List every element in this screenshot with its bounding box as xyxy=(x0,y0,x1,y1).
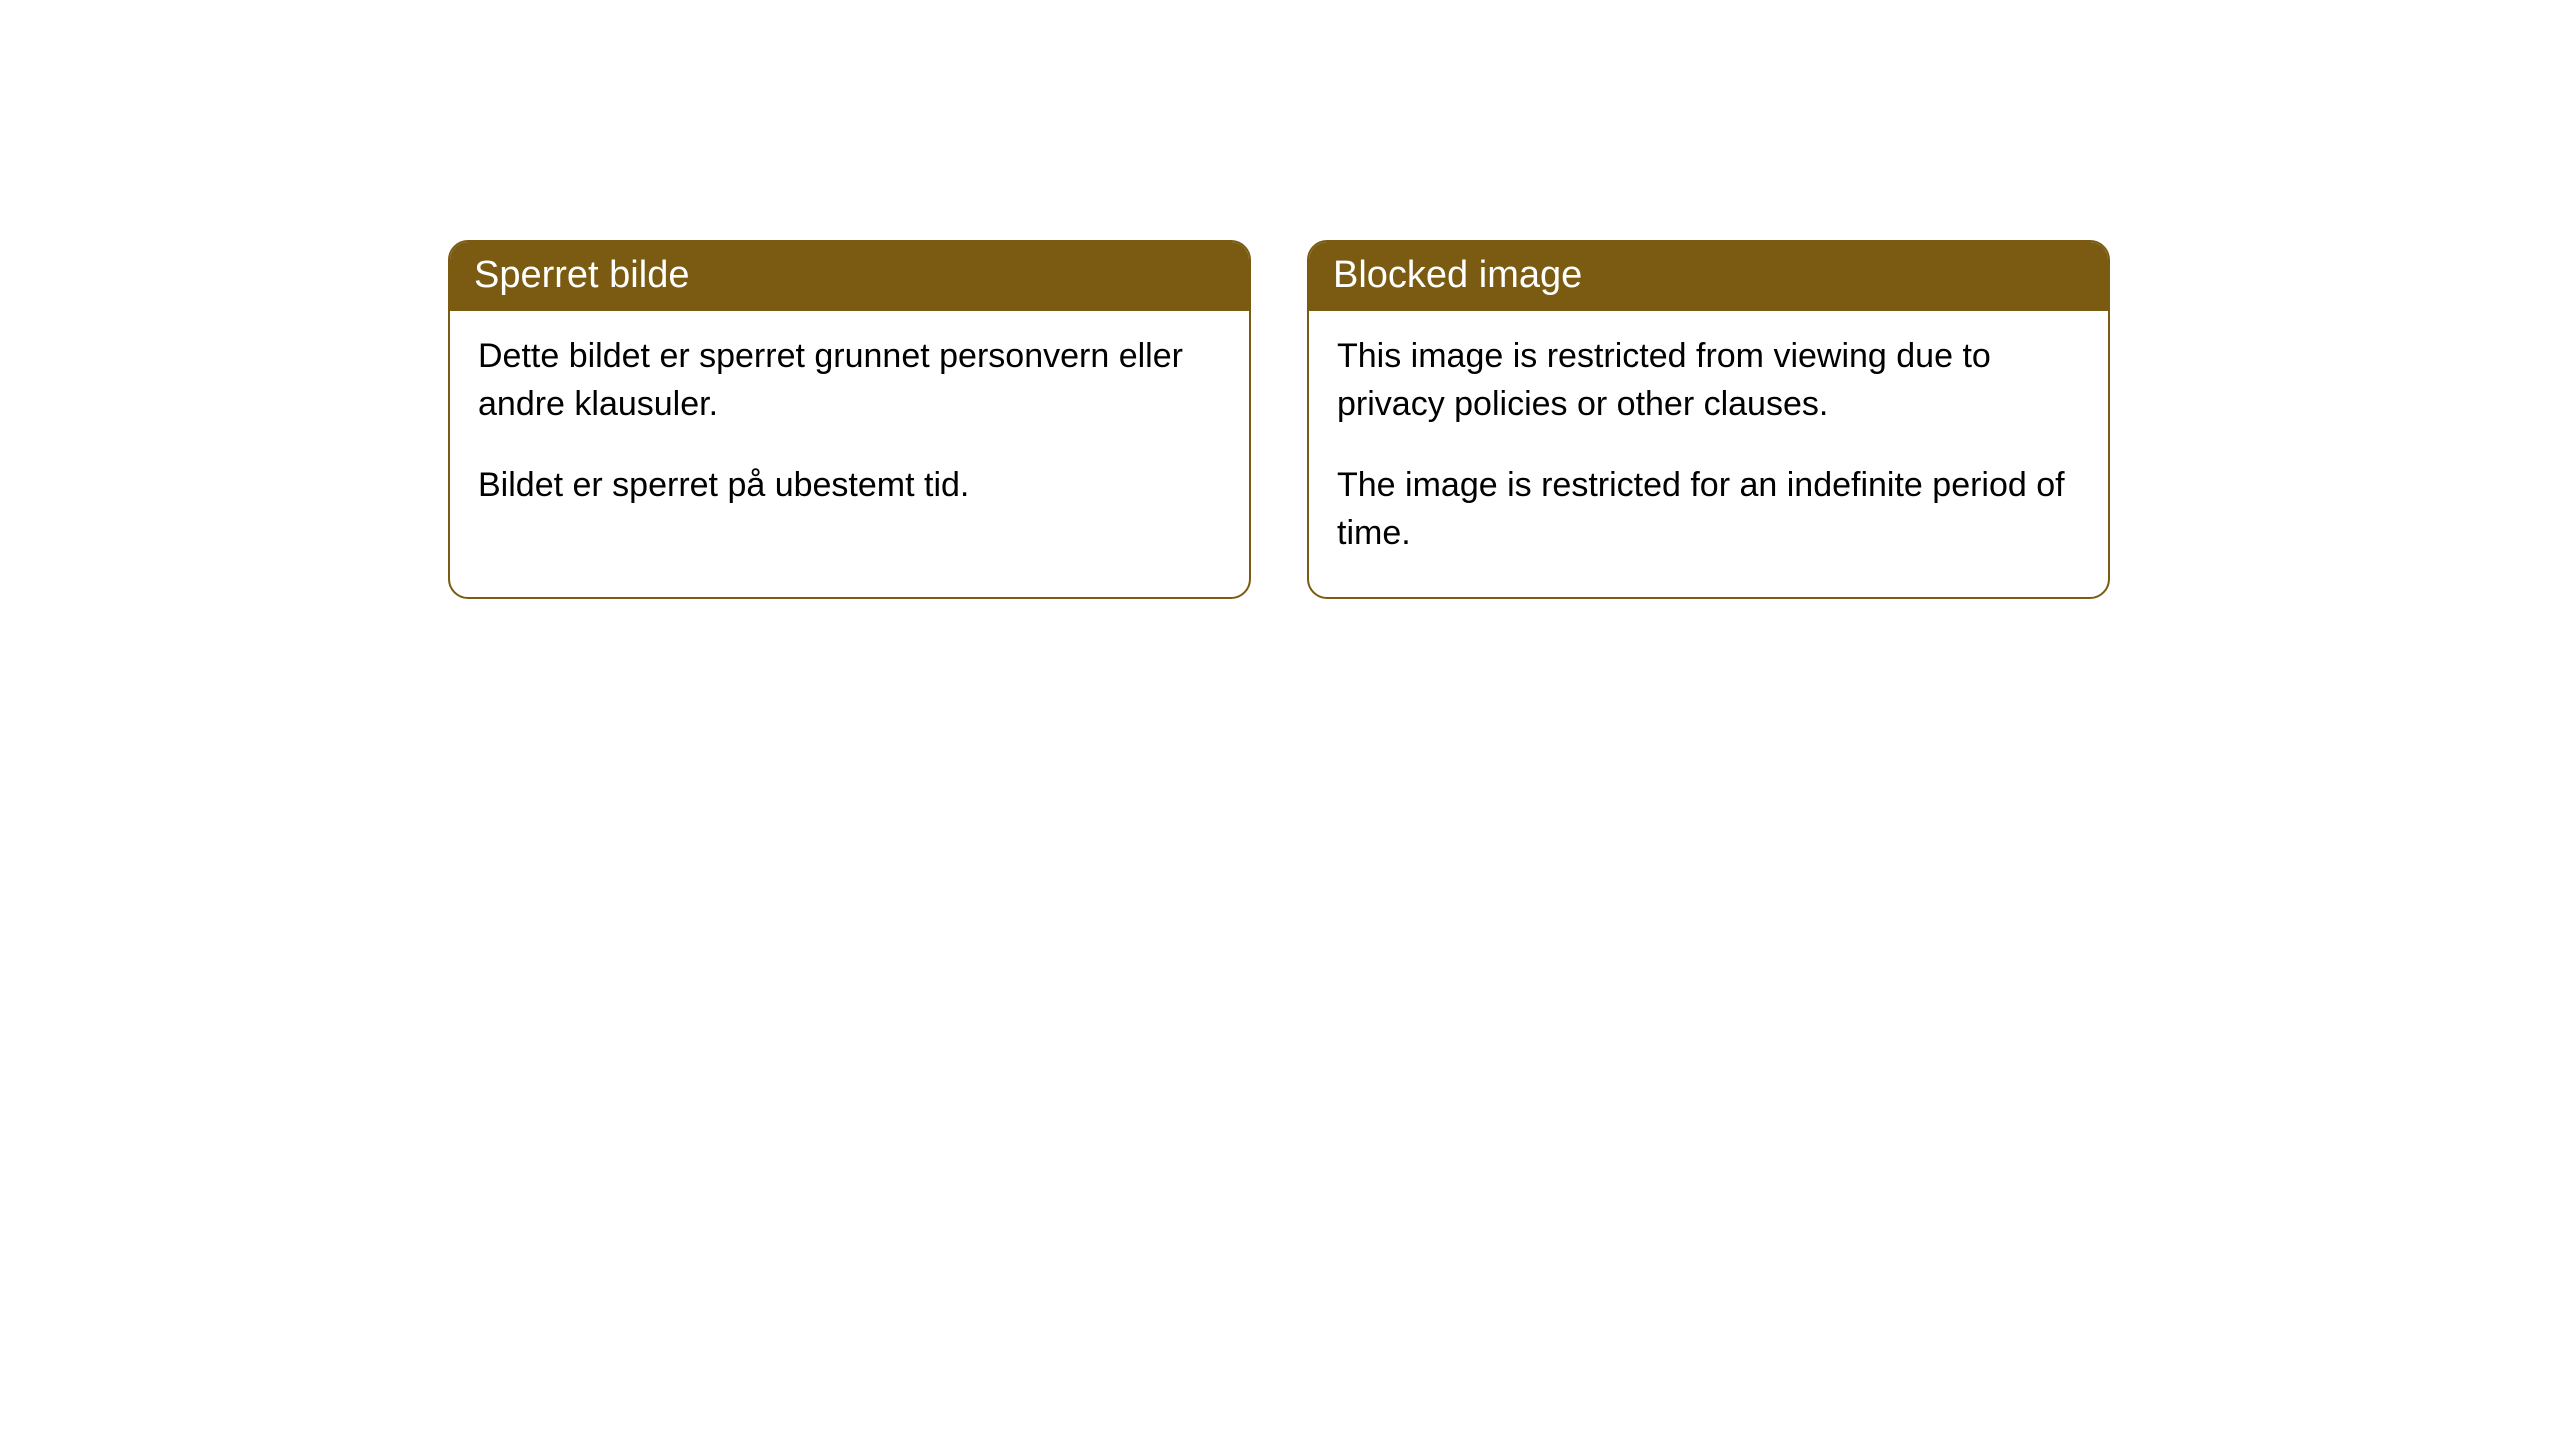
card-paragraph: Dette bildet er sperret grunnet personve… xyxy=(478,333,1221,428)
blocked-image-card-english: Blocked image This image is restricted f… xyxy=(1307,240,2110,599)
card-title: Sperret bilde xyxy=(450,242,1249,311)
blocked-image-card-norwegian: Sperret bilde Dette bildet er sperret gr… xyxy=(448,240,1251,599)
card-paragraph: This image is restricted from viewing du… xyxy=(1337,333,2080,428)
card-body: Dette bildet er sperret grunnet personve… xyxy=(450,311,1249,550)
card-paragraph: Bildet er sperret på ubestemt tid. xyxy=(478,462,1221,510)
card-body: This image is restricted from viewing du… xyxy=(1309,311,2108,597)
notification-cards-container: Sperret bilde Dette bildet er sperret gr… xyxy=(0,0,2560,599)
card-title: Blocked image xyxy=(1309,242,2108,311)
card-paragraph: The image is restricted for an indefinit… xyxy=(1337,462,2080,557)
